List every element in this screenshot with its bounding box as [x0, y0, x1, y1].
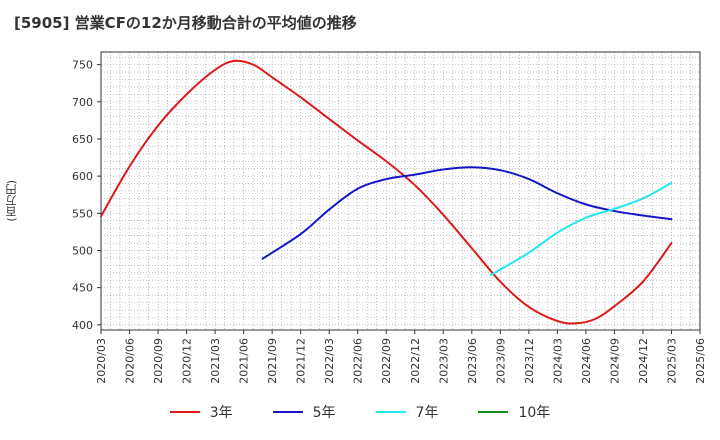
x-tick-label: 2023/12 — [523, 338, 536, 384]
x-tick-label: 2023/03 — [437, 338, 450, 384]
x-tick-label: 2025/03 — [665, 338, 678, 384]
x-tick-label: 2024/06 — [580, 338, 593, 384]
x-tick-label: 2024/09 — [608, 338, 621, 384]
y-tick-label: 700 — [72, 96, 93, 109]
y-tick-label: 750 — [72, 59, 93, 72]
chart-legend: 3年 5年 7年 10年 — [0, 402, 720, 422]
x-tick-label: 2021/12 — [295, 338, 308, 384]
y-tick-label: 550 — [72, 207, 93, 220]
legend-label-3y: 3年 — [209, 405, 233, 421]
series-line-7y — [489, 181, 673, 276]
legend-item-10y: 10年 — [478, 402, 550, 422]
series-line-5y — [261, 166, 673, 260]
x-tick-label: 2024/03 — [551, 338, 564, 384]
x-tick-label: 2022/03 — [323, 338, 336, 384]
y-tick-label: 400 — [72, 319, 93, 332]
series-line-3y — [100, 59, 673, 325]
legend-item-7y: 7年 — [375, 402, 439, 422]
legend-swatch-3y — [169, 411, 200, 413]
x-tick-label: 2022/09 — [380, 338, 393, 384]
x-tick-label: 2020/09 — [152, 338, 165, 384]
y-tick-label: 600 — [72, 170, 93, 183]
x-tick-label: 2022/06 — [352, 338, 365, 384]
y-tick-label: 650 — [72, 133, 93, 146]
x-tick-label: 2024/12 — [637, 338, 650, 384]
legend-label-5y: 5年 — [312, 405, 336, 421]
x-tick-label: 2023/06 — [466, 338, 479, 384]
x-tick-label: 2021/09 — [266, 338, 279, 384]
x-tick-label: 2020/03 — [95, 338, 108, 384]
legend-swatch-7y — [375, 411, 406, 413]
legend-swatch-5y — [272, 411, 303, 413]
y-tick-label: 450 — [72, 282, 93, 295]
legend-swatch-10y — [478, 411, 509, 413]
plot-area-border — [100, 51, 701, 331]
x-tick-label: 2020/12 — [181, 338, 194, 384]
x-tick-label: 2025/06 — [694, 338, 707, 384]
x-tick-label: 2021/06 — [238, 338, 251, 384]
legend-item-3y: 3年 — [169, 402, 233, 422]
x-tick-label: 2020/06 — [124, 338, 137, 384]
x-tick-label: 2023/09 — [494, 338, 507, 384]
legend-item-5y: 5年 — [272, 402, 336, 422]
x-tick-label: 2022/12 — [409, 338, 422, 384]
x-tick-label: 2021/03 — [209, 338, 222, 384]
y-tick-label: 500 — [72, 244, 93, 257]
legend-label-7y: 7年 — [415, 405, 439, 421]
chart-title: [5905] 営業CFの12か月移動合計の平均値の推移 — [14, 14, 357, 32]
legend-label-10y: 10年 — [518, 405, 551, 421]
